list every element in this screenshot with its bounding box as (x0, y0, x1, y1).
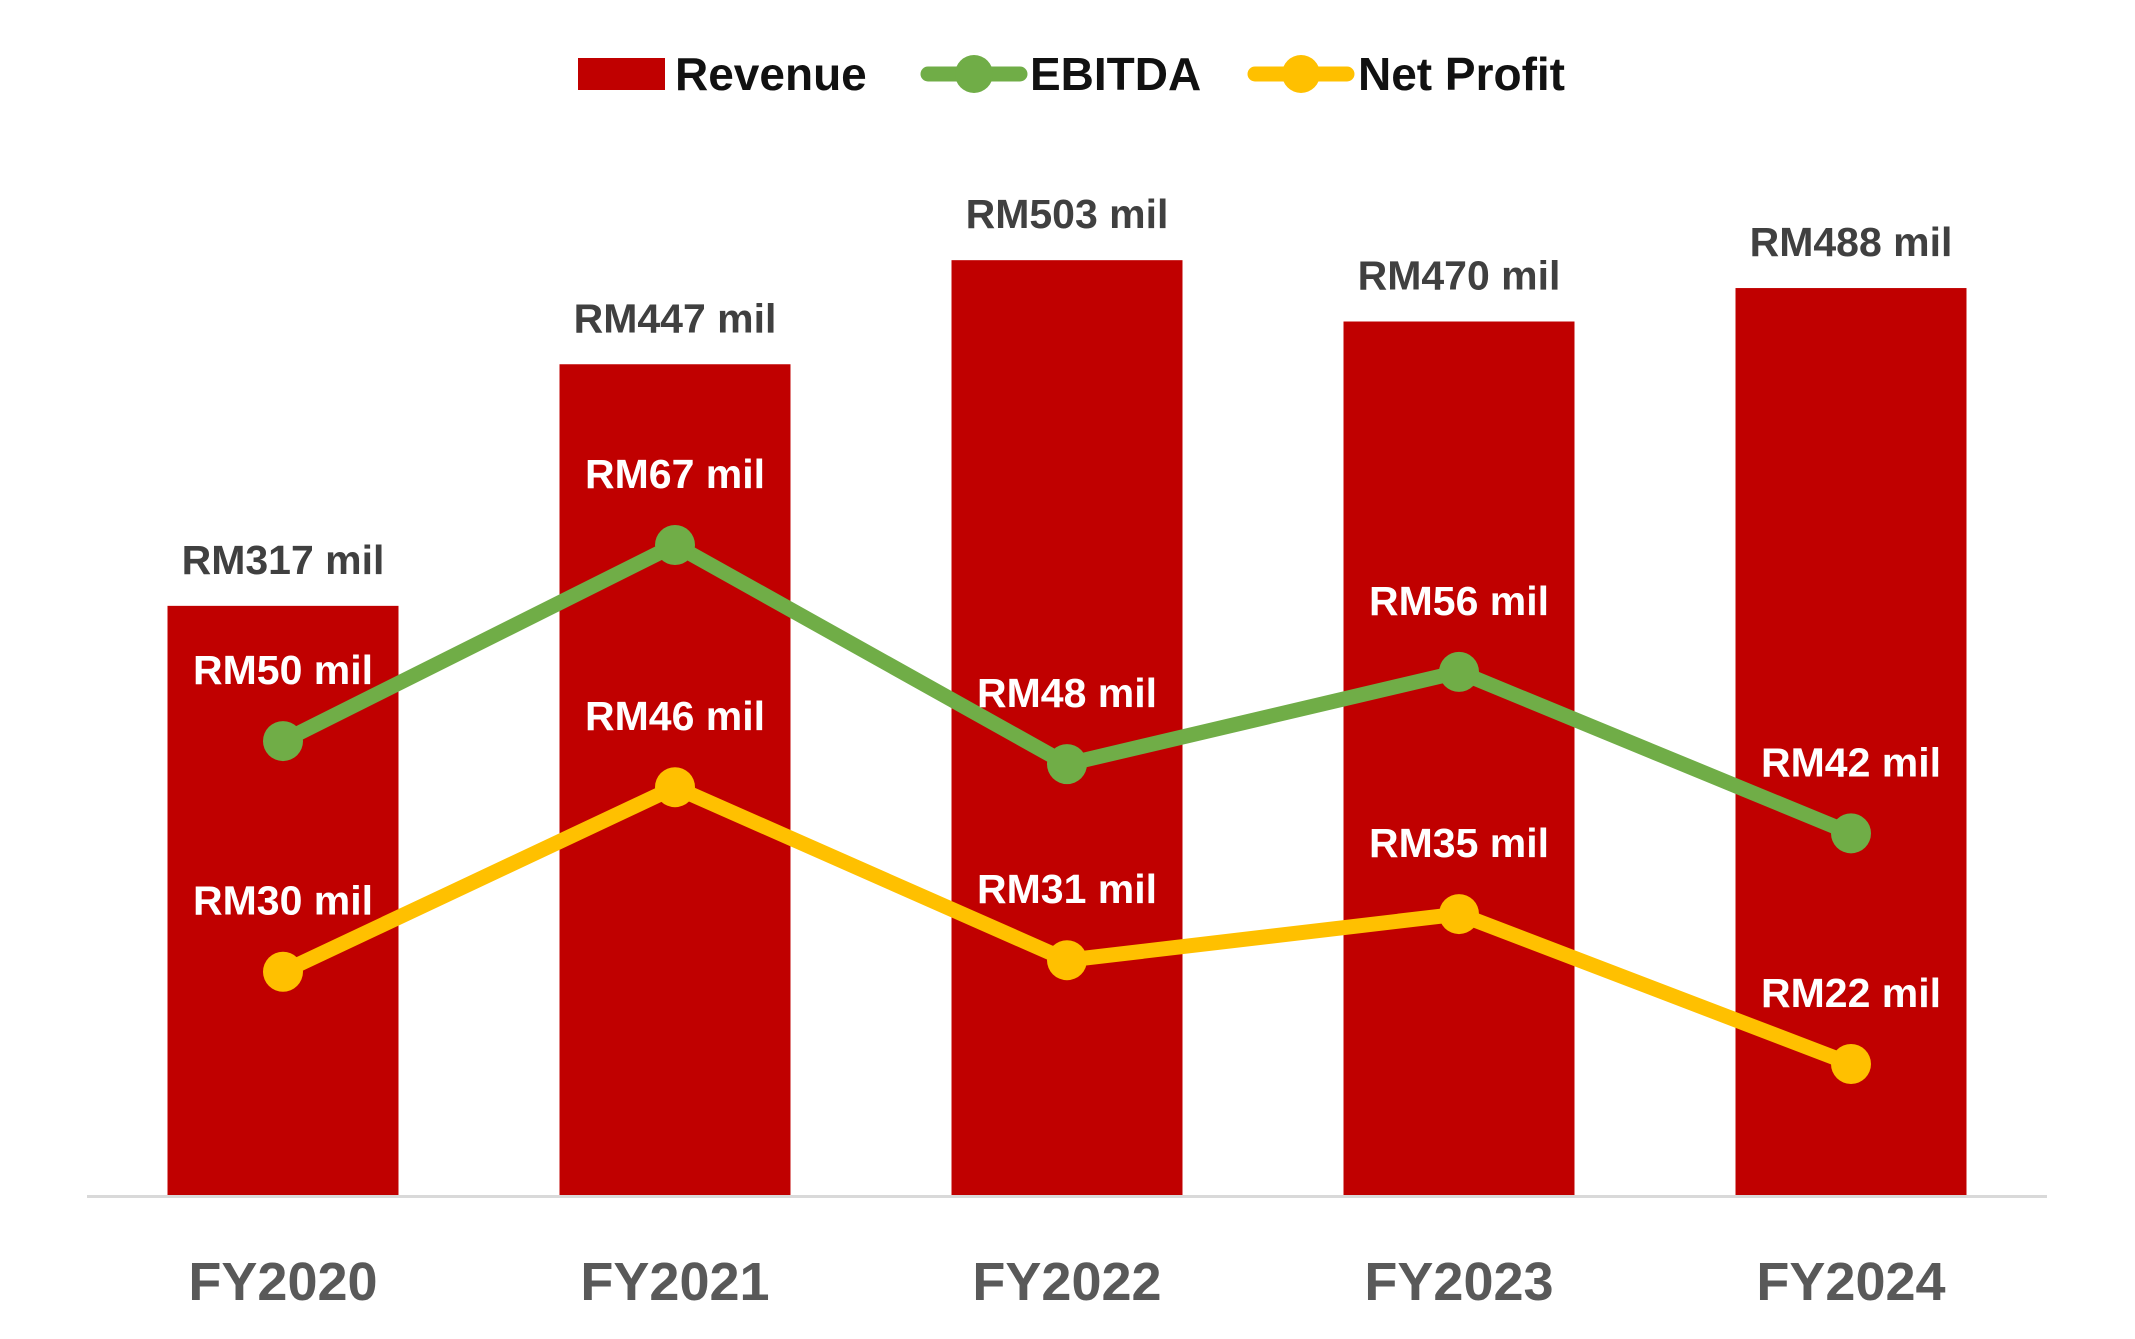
series-data-label: RM50 mil (193, 647, 373, 693)
revenue-bar (1343, 321, 1575, 1195)
x-tick-label: FY2024 (1756, 1252, 1945, 1312)
legend-label: EBITDA (1030, 48, 1201, 100)
series-marker (1831, 813, 1871, 854)
series-data-label: RM31 mil (977, 866, 1157, 912)
x-tick-label: FY2021 (580, 1252, 769, 1312)
series-net-profit (263, 767, 1871, 1084)
revenue-data-label: RM447 mil (574, 295, 777, 341)
revenue-data-label: RM503 mil (966, 191, 1169, 237)
series-data-label: RM22 mil (1761, 970, 1941, 1016)
revenue-bar (1735, 288, 1967, 1195)
series-marker (263, 951, 303, 992)
legend-swatch-marker (955, 55, 993, 93)
series-data-label: RM35 mil (1369, 820, 1549, 866)
series-marker (1047, 744, 1087, 785)
series-data-label: RM46 mil (585, 693, 765, 739)
series-marker (1047, 940, 1087, 981)
legend-swatch-revenue (578, 58, 665, 90)
legend-item-net-profit: Net Profit (1247, 48, 1565, 100)
revenue-data-label: RM470 mil (1358, 253, 1561, 299)
series-data-label: RM30 mil (193, 878, 373, 924)
series-ebitda (263, 525, 1871, 854)
legend-label: Net Profit (1358, 48, 1565, 100)
series-marker (263, 721, 303, 762)
legend-swatch-marker (1282, 55, 1320, 93)
series-data-label: RM48 mil (977, 670, 1157, 716)
series-data-label: RM42 mil (1761, 739, 1941, 785)
series-marker (655, 525, 695, 565)
revenue-data-label: RM488 mil (1750, 219, 1953, 265)
legend: Revenue EBITDA Net Profit (578, 48, 1565, 100)
series-marker (1439, 651, 1479, 692)
series-marker (655, 767, 695, 808)
series-data-label: RM56 mil (1369, 578, 1549, 624)
profit-point-labels: RM50 mil RM67 mil RM48 mil RM56 mil RM42 mil… (193, 451, 1941, 1016)
revenue-bar-labels: RM317 mil RM447 mil RM503 mil RM470 mil RM48… (182, 191, 1953, 583)
x-tick-label: FY2020 (188, 1252, 377, 1312)
legend-item-revenue: Revenue (578, 48, 867, 100)
profit-lines (263, 525, 1871, 1084)
revenue-bar (951, 260, 1183, 1195)
revenue-bars (167, 260, 1967, 1195)
legend-item-ebitda: EBITDA (920, 48, 1201, 100)
series-marker (1831, 1044, 1871, 1084)
x-axis-ticks: FY2020 FY2021 FY2022 FY2023 FY2024 (188, 1252, 1945, 1312)
series-data-label: RM67 mil (585, 451, 765, 497)
x-tick-label: FY2023 (1364, 1252, 1553, 1312)
series-marker (1439, 894, 1479, 935)
x-tick-label: FY2022 (972, 1252, 1161, 1312)
revenue-data-label: RM317 mil (182, 537, 385, 583)
legend-label: Revenue (675, 48, 867, 100)
